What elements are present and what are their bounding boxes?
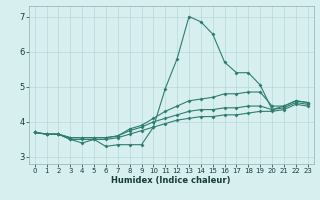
X-axis label: Humidex (Indice chaleur): Humidex (Indice chaleur) <box>111 176 231 185</box>
